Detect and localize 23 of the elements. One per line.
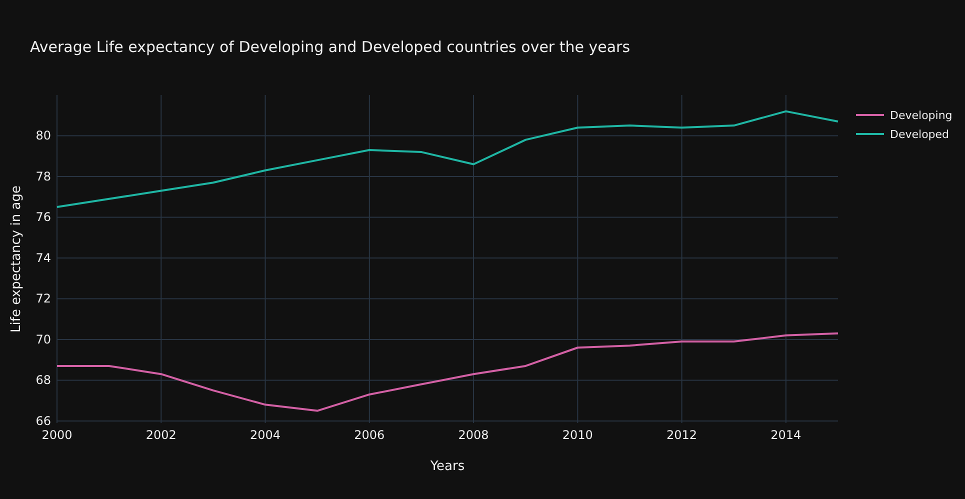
x-tick-label: 2010: [562, 428, 593, 442]
x-tick-label: 2000: [42, 428, 72, 442]
y-tick-label: 72: [36, 292, 51, 306]
legend-label: Developing: [890, 109, 952, 122]
x-tick-label: 2006: [354, 428, 385, 442]
y-tick-label: 66: [36, 414, 51, 428]
legend-label: Developed: [890, 128, 950, 141]
y-tick-label: 76: [36, 210, 51, 224]
y-tick-label: 80: [36, 128, 51, 143]
y-tick-label: 68: [36, 373, 51, 388]
line-series: [56, 110, 839, 208]
y-tick-label: 70: [36, 332, 51, 346]
chart-title: Average Life expectancy of Developing and Developed countries over the years: [30, 38, 630, 56]
x-axis-title: Years: [429, 459, 465, 474]
y-tick-label: 78: [36, 169, 51, 184]
y-tick-label: 74: [36, 250, 51, 265]
x-tick-label: 2014: [770, 428, 802, 442]
x-tick-label: 2012: [666, 428, 698, 442]
x-tick-label: 2002: [146, 428, 176, 442]
x-tick-label: 2004: [250, 428, 281, 442]
y-axis-title: Life expectancy in age: [9, 186, 24, 332]
line-series: [56, 332, 839, 412]
x-tick-label: 2008: [458, 428, 489, 442]
